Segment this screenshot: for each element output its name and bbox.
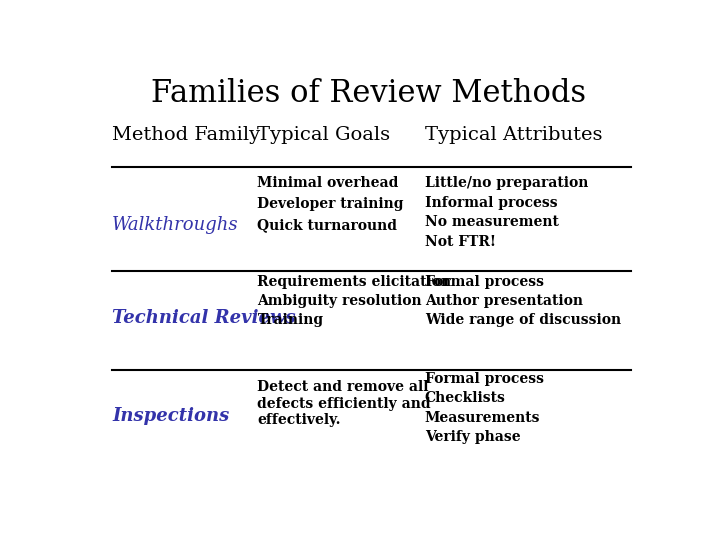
Text: Quick turnaround: Quick turnaround: [258, 218, 397, 232]
Text: Detect and remove all
defects efficiently and
effectively.: Detect and remove all defects efficientl…: [258, 381, 431, 427]
Text: Checklists: Checklists: [425, 392, 505, 406]
Text: Typical Attributes: Typical Attributes: [425, 126, 603, 145]
Text: No measurement: No measurement: [425, 215, 559, 230]
Text: Author presentation: Author presentation: [425, 294, 582, 308]
Text: Method Family: Method Family: [112, 126, 261, 145]
Text: Wide range of discussion: Wide range of discussion: [425, 313, 621, 327]
Text: Typical Goals: Typical Goals: [258, 126, 390, 145]
Text: Formal process: Formal process: [425, 275, 544, 289]
Text: Informal process: Informal process: [425, 196, 557, 210]
Text: Technical Reviews: Technical Reviews: [112, 309, 296, 327]
Text: Not FTR!: Not FTR!: [425, 235, 496, 249]
Text: Minimal overhead: Minimal overhead: [258, 176, 399, 190]
Text: Ambiguity resolution: Ambiguity resolution: [258, 294, 422, 308]
Text: Training: Training: [258, 313, 323, 327]
Text: Developer training: Developer training: [258, 197, 404, 211]
Text: Walkthroughs: Walkthroughs: [112, 216, 239, 234]
Text: Verify phase: Verify phase: [425, 430, 521, 444]
Text: Little/no preparation: Little/no preparation: [425, 176, 588, 190]
Text: Formal process: Formal process: [425, 372, 544, 386]
Text: Measurements: Measurements: [425, 411, 540, 425]
Text: Inspections: Inspections: [112, 407, 230, 425]
Text: Requirements elicitation: Requirements elicitation: [258, 275, 451, 289]
Text: Families of Review Methods: Families of Review Methods: [151, 78, 587, 110]
